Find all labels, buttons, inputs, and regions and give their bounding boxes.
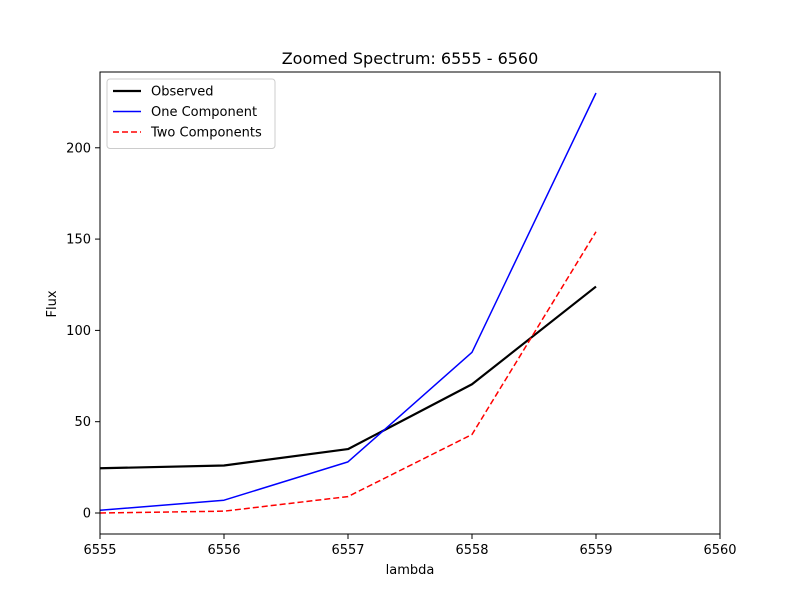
y-axis-label: Flux (45, 290, 60, 317)
axes: 6555 6556 6557 6558 6559 6560 0 50 100 150 200 (66, 71, 737, 558)
y-tick-label: 200 (66, 141, 91, 156)
series-line-1 (100, 285, 597, 470)
legend-label: Observed (151, 85, 214, 100)
x-tick-label: 6558 (455, 543, 488, 558)
plot-area (100, 92, 597, 514)
x-tick-label: 6555 (83, 543, 116, 558)
legend-label: One Component (151, 105, 257, 120)
legend-box (106, 78, 276, 149)
y-tick-label: 0 (83, 507, 91, 522)
x-tick-label: 6560 (703, 543, 736, 558)
series-line-2 (100, 92, 597, 512)
x-tick-label: 6557 (331, 543, 364, 558)
y-tick-label: 100 (66, 324, 91, 339)
legend: Observed One Component Two Components (106, 78, 276, 149)
plot-frame (99, 71, 721, 535)
y-tick-label: 150 (66, 233, 91, 248)
x-axis-label: lambda (386, 563, 435, 578)
legend-label: Two Components (150, 126, 262, 141)
y-tick-label: 50 (74, 415, 91, 430)
chart-title: Zoomed Spectrum: 6555 - 6560 (282, 49, 539, 68)
x-tick-label: 6559 (579, 543, 612, 558)
series-line-3 (100, 231, 597, 514)
x-tick-label: 6556 (207, 543, 240, 558)
